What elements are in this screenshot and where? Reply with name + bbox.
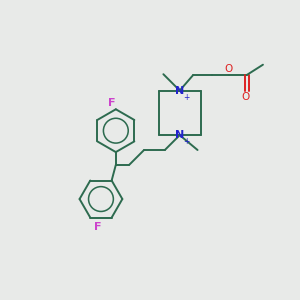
- Text: O: O: [241, 92, 249, 102]
- Text: N: N: [175, 85, 184, 96]
- Text: +: +: [183, 93, 189, 102]
- Text: +: +: [183, 137, 189, 146]
- Text: O: O: [225, 64, 233, 74]
- Text: F: F: [94, 222, 102, 232]
- Text: N: N: [175, 130, 184, 140]
- Text: F: F: [108, 98, 115, 108]
